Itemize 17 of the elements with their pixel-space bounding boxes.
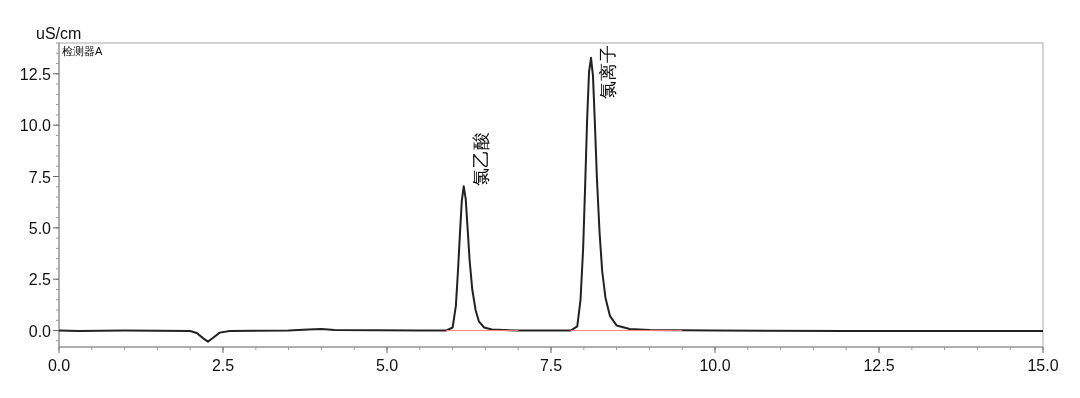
y-axis-title: uS/cm [36,25,82,42]
x-tick-label: 12.5 [863,357,895,374]
y-tick-label: 7.5 [28,168,52,186]
y-tick-label: 2.5 [28,271,52,289]
annotation: 氯乙酸 [470,132,491,187]
x-tick-label: 7.5 [539,357,563,374]
annotation: 检测器A [62,45,103,57]
x-tick-label: 2.5 [211,357,235,374]
x-tick-label: 5.0 [375,357,399,374]
annotation: 氯离子 [597,45,618,99]
y-tick-label: 10.0 [19,117,52,135]
x-tick-label: 0.0 [47,357,71,374]
y-tick-label: 12.5 [19,65,52,83]
x-tick-label: 15.0 [1027,357,1059,374]
x-tick-label: 10.0 [699,357,731,374]
y-tick-label: 5.0 [28,219,52,237]
y-tick-label: 0.0 [28,322,52,340]
